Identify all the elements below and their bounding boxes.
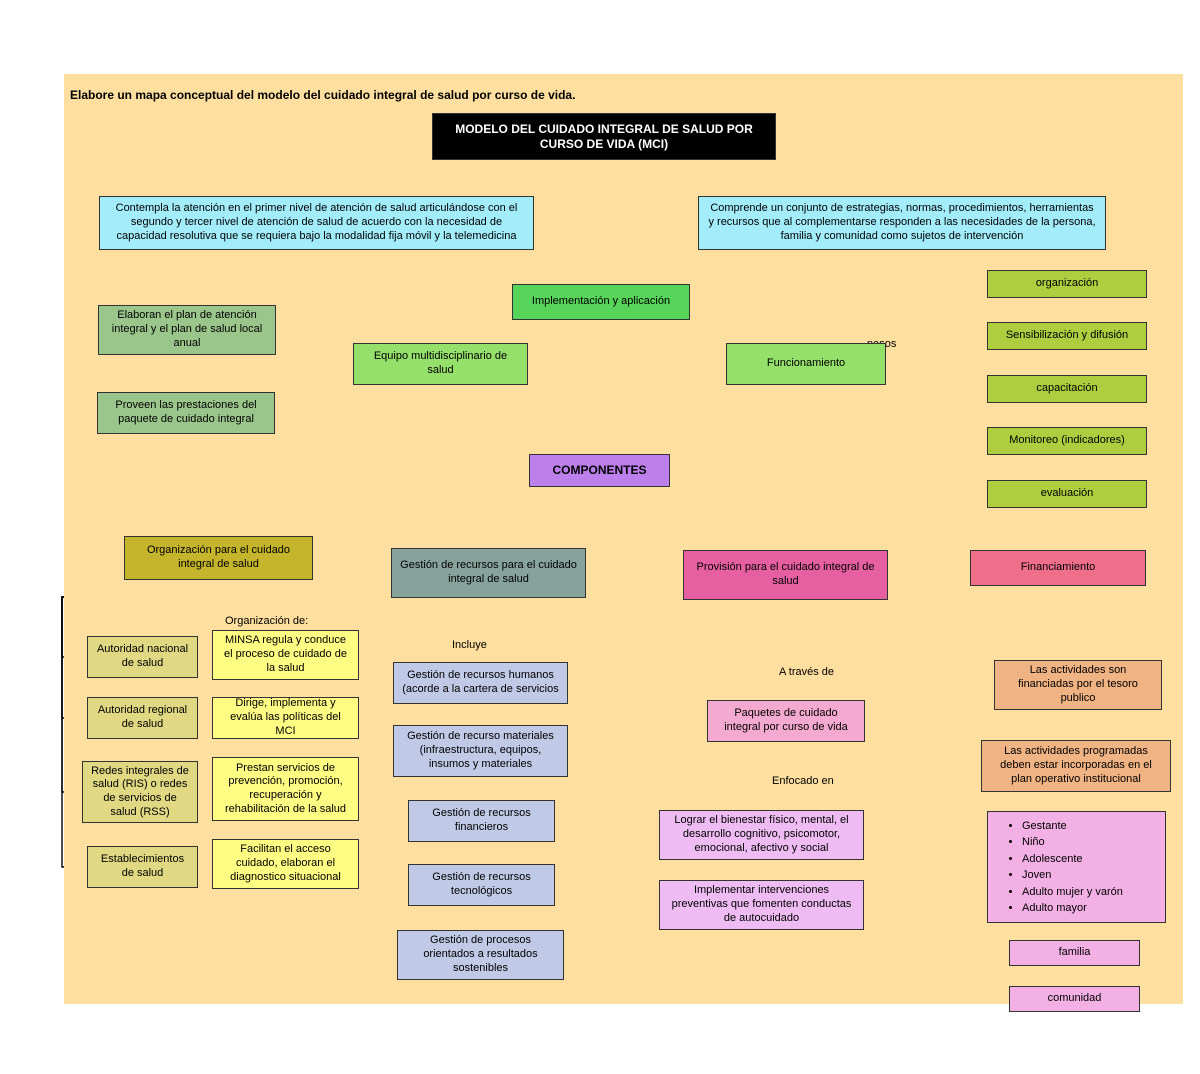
node-func: Funcionamiento [726,343,886,385]
node-paq: Paquetes de cuidado integral por curso d… [707,700,865,742]
node-impl: Implementación y aplicación [512,284,690,320]
node-p2: Sensibilización y difusión [987,322,1147,350]
node-provision: Provisión para el cuidado integral de sa… [683,550,888,600]
node-o4: Establecimientos de salud [87,846,198,888]
node-y2: Dirige, implementa y evalúa las política… [212,697,359,739]
node-desc_left: Contempla la atención en el primer nivel… [99,196,534,250]
edge-label-enfocado_en: Enfocado en [772,775,834,787]
edge-label-a_traves_de: A través de [779,666,834,678]
node-o3: Redes integrales de salud (RIS) o redes … [82,761,198,823]
node-root: MODELO DEL CUIDADO INTEGRAL DE SALUD POR… [432,113,776,160]
node-ben1: Lograr el bienestar físico, mental, el d… [659,810,864,860]
node-f1: Las actividades son financiadas por el t… [994,660,1162,710]
node-desc_right: Comprende un conjunto de estrategias, no… [698,196,1106,250]
node-o2: Autoridad regional de salud [87,697,198,739]
node-g3: Gestión de recursos financieros [408,800,555,842]
concept-map-canvas: Elabore un mapa conceptual del modelo de… [0,0,1200,1074]
node-g1: Gestión de recursos humanos (acorde a la… [393,662,568,704]
node-familia: familia [1009,940,1140,966]
node-equipo: Equipo multidisciplinario de salud [353,343,528,385]
node-g2: Gestión de recurso materiales (infraestr… [393,725,568,777]
node-y1: MINSA regula y conduce el proceso de cui… [212,630,359,680]
node-org: Organización para el cuidado integral de… [124,536,313,580]
node-p3: capacitación [987,375,1147,403]
node-p4: Monitoreo (indicadores) [987,427,1147,455]
edge-label-incluye: Incluye [452,639,487,651]
node-componentes: COMPONENTES [529,454,670,487]
node-life: GestanteNiñoAdolescenteJovenAdulto mujer… [987,811,1166,923]
instruction-text: Elabore un mapa conceptual del modelo de… [70,88,575,102]
node-o1: Autoridad nacional de salud [87,636,198,678]
node-comunidad: comunidad [1009,986,1140,1012]
node-proveen: Proveen las prestaciones del paquete de … [97,392,275,434]
node-g5: Gestión de procesos orientados a resulta… [397,930,564,980]
node-f2: Las actividades programadas deben estar … [981,740,1171,792]
node-p1: organización [987,270,1147,298]
node-ben2: Implementar intervenciones preventivas q… [659,880,864,930]
node-y3: Prestan servicios de prevención, promoci… [212,757,359,821]
node-y4: Facilitan el acceso cuidado, elaboran el… [212,839,359,889]
node-gestion: Gestión de recursos para el cuidado inte… [391,548,586,598]
node-plan: Elaboran el plan de atención integral y … [98,305,276,355]
edge-label-organizacion_de: Organización de: [225,615,308,627]
node-p5: evaluación [987,480,1147,508]
node-g4: Gestión de recursos tecnológicos [408,864,555,906]
node-fin: Financiamiento [970,550,1146,586]
